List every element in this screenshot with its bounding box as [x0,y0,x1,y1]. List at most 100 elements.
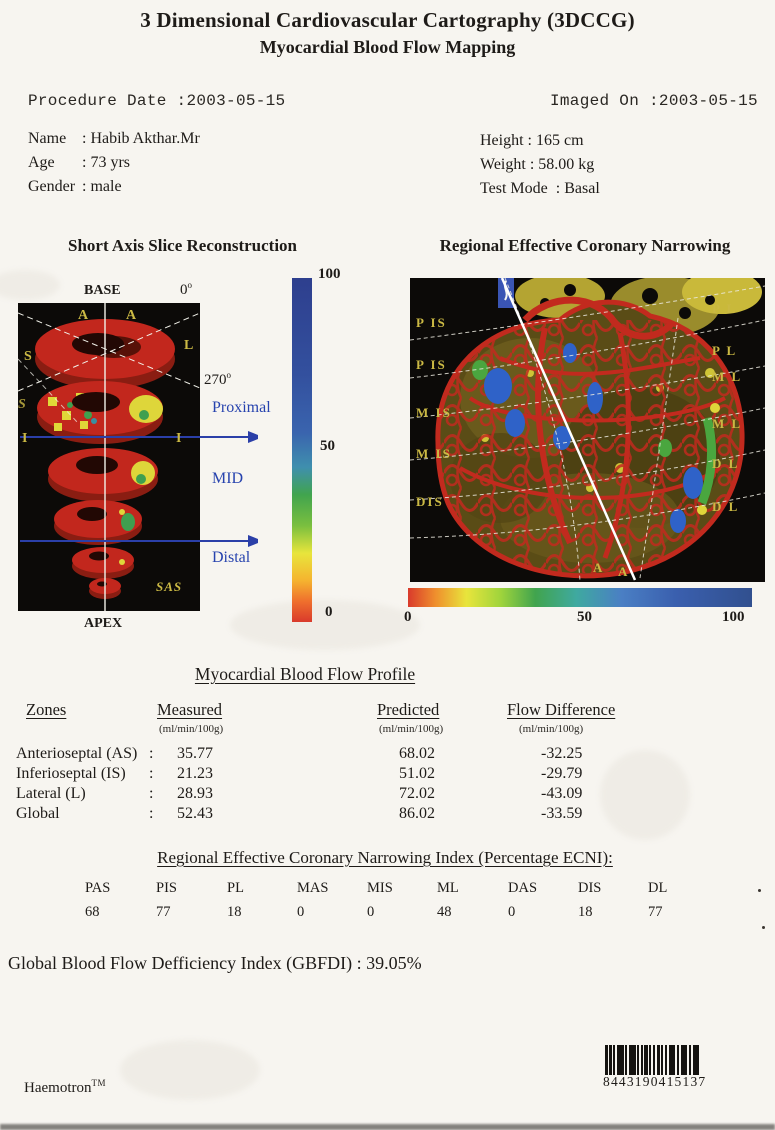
difference-value: -32.25 [541,745,583,762]
coronary-narrowing-image [410,278,765,582]
vscale-100: 100 [318,266,341,282]
patient-age-row: Age: 73 yrs [28,154,131,171]
ecni-header: MAS [297,880,329,896]
table-row: Global : 52.43 86.02 -33.59 [0,805,775,825]
procedure-date-value: 2003-05-15 [186,92,286,110]
ecni-header: MIS [367,880,393,896]
ecni-header: ML [437,880,459,896]
testmode-value: Basal [564,180,600,197]
height-label: Height [480,132,524,149]
table-row: Lateral (L) : 28.93 72.02 -43.09 [0,785,775,805]
ring-letter-l: L [184,338,195,353]
ring-letter-s1: S [24,349,33,364]
ecni-value: 18 [578,904,593,920]
mid-label: MID [212,470,244,487]
measured-value: 35.77 [177,745,213,762]
gender-value: male [90,178,122,195]
ring-letter-i2: I [176,431,183,446]
flow-color-scale-vertical [292,278,312,622]
predicted-value: 51.02 [399,765,435,782]
ecni-value: 18 [227,904,242,920]
ecni-value: 68 [85,904,100,920]
weight-value: 58.00 kg [538,156,595,173]
ecni-value: 48 [437,904,452,920]
measured-value: 21.23 [177,765,213,782]
measured-value: 28.93 [177,785,213,802]
colon: : [149,765,154,782]
region-label-mis-2: M IS [416,446,452,461]
patient-height-row: Height : 165 cm [480,132,584,149]
barcode-number: 8443190415137 [603,1074,707,1089]
deg270-label: 270o [204,370,231,388]
ecni-col-dis: DIS 18 [578,880,632,921]
gbfdi-line: Global Blood Flow Defficiency Index (GBF… [8,953,422,974]
region-label-pl-1: P L [712,301,738,316]
zone-name: Global [16,805,60,822]
table-row: Anterioseptal (AS) : 35.77 68.02 -32.25 [0,745,775,765]
zone-name: Lateral (L) [16,785,86,802]
brand-name: Haemotron [24,1080,92,1096]
ecni-title: Regional Effective Coronary Narrowing In… [157,848,613,867]
ecni-value: 0 [508,904,516,920]
region-label-mis-1: M IS [416,405,452,420]
patient-name-row: Name: Habib Akthar.Mr [28,130,200,147]
imaged-on: Imaged On :2003-05-15 [550,92,758,110]
sas-label: SAS [156,579,183,594]
ecni-col-ml: ML 48 [437,880,491,921]
gbfdi-label: Global Blood Flow Defficiency Index (GBF… [8,953,362,973]
ring-letter-i1: I [22,431,29,446]
unit-measured: (ml/min/100g) [159,723,224,735]
flow-profile-title: Myocardial Blood Flow Profile [194,664,416,684]
scan-smudge [120,1040,260,1100]
name-label: Name [28,130,67,147]
ecni-value: 77 [156,904,171,920]
ecni-col-pl: PL 18 [227,880,281,921]
table-row: Inferioseptal (IS) : 21.23 51.02 -29.79 [0,765,775,785]
ecni-header: DAS [508,880,538,896]
scan-dot [762,926,765,929]
unit-flow-difference: (ml/min/100g) [519,723,584,735]
procedure-date: Procedure Date :2003-05-15 [28,92,285,110]
testmode-label: Test Mode [480,180,548,197]
age-value: 73 yrs [90,154,131,171]
proximal-label: Proximal [212,399,271,416]
unit-predicted: (ml/min/100g) [379,723,444,735]
measured-value: 52.43 [177,805,213,822]
region-label-pis-1: P IS [416,315,447,330]
region-label-ml-2: M L [712,416,743,431]
region-label-dis: DIS [416,494,444,509]
colon: : [149,785,154,802]
scan-smudge [230,600,420,650]
gbfdi-value: 39.05% [366,953,422,973]
ecni-header: DIS [578,880,602,896]
difference-value: -29.79 [541,765,583,782]
ecni-value: 0 [367,904,375,920]
deg0-label: 0o [180,280,192,298]
predicted-value: 68.02 [399,745,435,762]
colon: : [149,805,154,822]
region-label-pis-2: P IS [416,357,447,372]
region-label-a2: A [618,564,630,579]
ring-letter-s2: S [18,397,27,412]
height-value: 165 cm [536,132,584,149]
ecni-col-dl: DL 77 [648,880,702,921]
page-title: 3 Dimensional Cardiovascular Cartography… [140,8,635,32]
region-label-ml-1: M L [712,369,743,384]
name-value: Habib Akthar.Mr [90,130,200,147]
imaged-on-label: Imaged On : [550,92,659,110]
ring-letter-a2: A [126,308,138,323]
patient-gender-row: Gender: male [28,178,122,195]
ecni-value: 77 [648,904,663,920]
ecni-col-mis: MIS 0 [367,880,421,921]
apex-label: APEX [84,616,123,631]
page-subtitle: Myocardial Blood Flow Mapping [259,37,516,57]
ecni-col-pas: PAS 68 [85,880,139,921]
zone-name: Inferioseptal (IS) [16,765,126,782]
ecni-col-mas: MAS 0 [297,880,351,921]
gender-label: Gender [28,178,76,195]
ecni-col-pis: PIS 77 [156,880,210,921]
zone-name: Anterioseptal (AS) [16,745,138,762]
ring-letter-a1: A [78,308,90,323]
scan-dot [758,889,761,892]
